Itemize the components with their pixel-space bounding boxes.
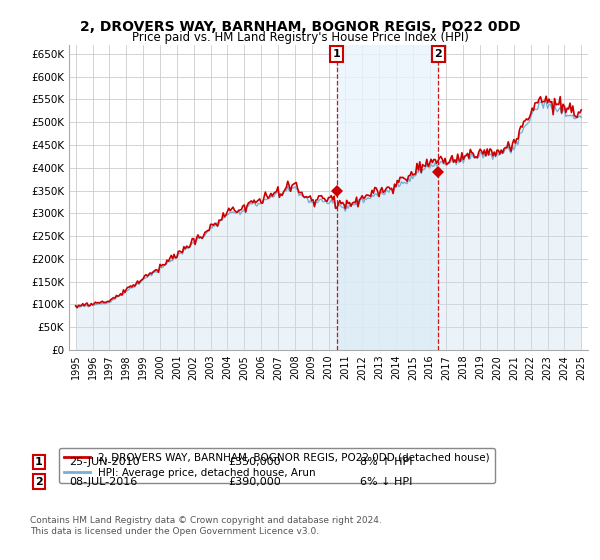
Text: Contains HM Land Registry data © Crown copyright and database right 2024.: Contains HM Land Registry data © Crown c… xyxy=(30,516,382,525)
Text: 8% ↑ HPI: 8% ↑ HPI xyxy=(360,457,413,467)
Text: 08-JUL-2016: 08-JUL-2016 xyxy=(69,477,137,487)
Text: 25-JUN-2010: 25-JUN-2010 xyxy=(69,457,140,467)
Text: 1: 1 xyxy=(333,49,340,59)
Text: This data is licensed under the Open Government Licence v3.0.: This data is licensed under the Open Gov… xyxy=(30,528,319,536)
Text: 2, DROVERS WAY, BARNHAM, BOGNOR REGIS, PO22 0DD: 2, DROVERS WAY, BARNHAM, BOGNOR REGIS, P… xyxy=(80,20,520,34)
Text: £390,000: £390,000 xyxy=(228,477,281,487)
Legend: 2, DROVERS WAY, BARNHAM, BOGNOR REGIS, PO22 0DD (detached house), HPI: Average p: 2, DROVERS WAY, BARNHAM, BOGNOR REGIS, P… xyxy=(59,447,495,483)
Text: 2: 2 xyxy=(35,477,43,487)
Text: 6% ↓ HPI: 6% ↓ HPI xyxy=(360,477,412,487)
Text: £350,000: £350,000 xyxy=(228,457,281,467)
Text: Price paid vs. HM Land Registry's House Price Index (HPI): Price paid vs. HM Land Registry's House … xyxy=(131,31,469,44)
Bar xyxy=(337,45,439,350)
Text: 2: 2 xyxy=(434,49,442,59)
Text: 1: 1 xyxy=(35,457,43,467)
